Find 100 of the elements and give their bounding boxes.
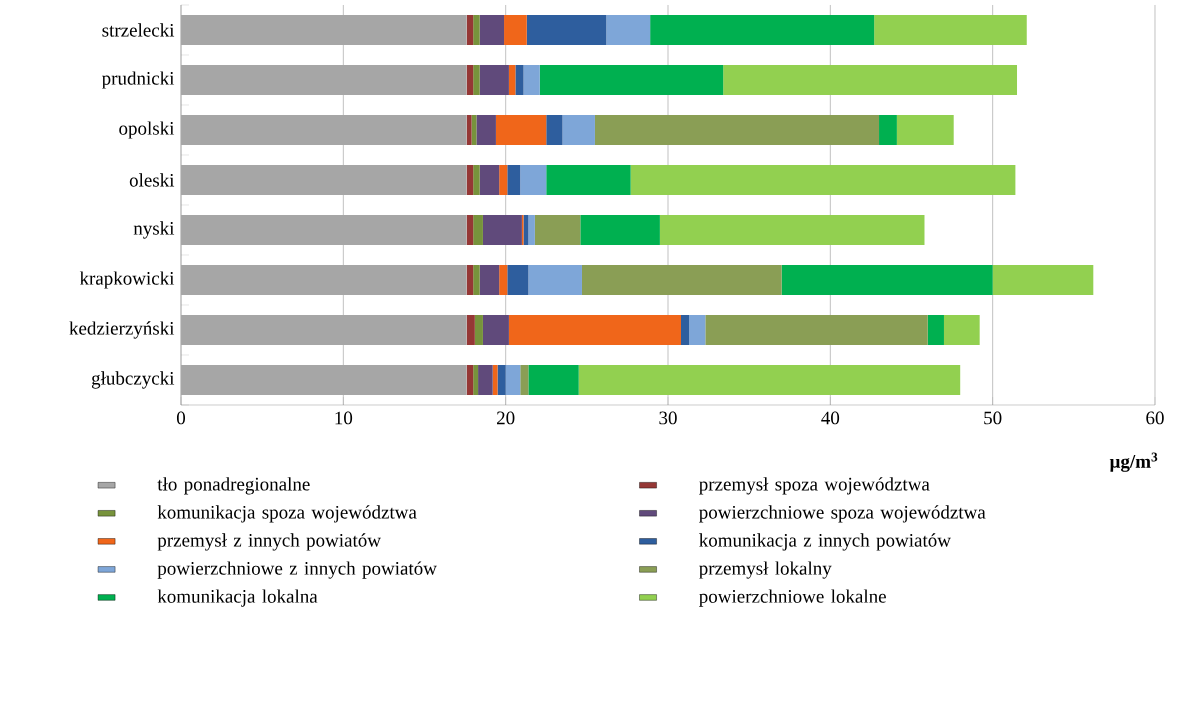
x-tick-label: 0 <box>176 411 186 425</box>
y-tick-label: głubczycki <box>91 371 175 389</box>
bar <box>466 165 474 195</box>
bar <box>534 214 581 245</box>
bar <box>466 15 474 45</box>
bar <box>659 214 925 245</box>
bar <box>539 65 724 95</box>
bar <box>528 265 582 295</box>
y-tick-label: kedzierzyński <box>69 321 175 339</box>
legend-label: powierzchniowe z innych powiatów <box>157 561 437 579</box>
bar <box>473 165 480 195</box>
bar <box>479 265 500 295</box>
legend-label: powierzchniowe spoza województwa <box>699 505 986 523</box>
x-tick-label: 60 <box>1146 411 1164 425</box>
bar <box>580 214 660 245</box>
bar <box>927 315 944 345</box>
bar <box>546 165 631 195</box>
bar <box>874 15 1027 45</box>
x-tick-label: 10 <box>335 411 353 425</box>
bar <box>473 214 483 245</box>
bar <box>181 265 467 295</box>
bar <box>466 265 474 295</box>
bar <box>181 15 467 45</box>
bar <box>466 65 474 95</box>
bar <box>473 65 480 95</box>
bar <box>499 265 508 295</box>
bar <box>943 315 980 345</box>
bar <box>528 364 579 395</box>
x-tick-label: 40 <box>821 411 840 425</box>
bar <box>504 15 527 45</box>
y-tick-label: oleski <box>129 173 175 187</box>
x-tick-label: 20 <box>497 411 515 425</box>
y-tick-label: nyski <box>133 221 175 239</box>
bar <box>705 315 928 345</box>
y-tick-label: prudnicki <box>101 71 175 89</box>
bar <box>781 265 993 295</box>
bar <box>479 15 505 45</box>
bar <box>630 165 1016 195</box>
bar <box>497 364 506 395</box>
bar <box>515 65 524 95</box>
bar <box>495 115 547 145</box>
bar <box>181 364 467 395</box>
bar <box>723 65 1018 95</box>
legend-label: komunikacja lokalna <box>157 589 318 607</box>
bar <box>466 364 474 395</box>
bar <box>466 115 472 145</box>
bar <box>479 65 509 95</box>
bar <box>992 265 1094 295</box>
legend-label: przemysł z innych powiatów <box>157 533 381 551</box>
bar <box>181 165 467 195</box>
bar <box>606 15 651 45</box>
bar <box>508 315 681 345</box>
y-tick-label: krapkowicki <box>79 271 175 289</box>
bar <box>181 115 467 145</box>
bar <box>594 115 880 145</box>
bar <box>482 214 522 245</box>
bar <box>523 65 540 95</box>
bar <box>546 115 563 145</box>
bar <box>526 15 607 45</box>
legend-label: komunikacja z innych powiatów <box>699 533 951 551</box>
bar <box>499 165 508 195</box>
bar <box>492 364 498 395</box>
bar <box>650 15 875 45</box>
bar <box>479 165 500 195</box>
bar <box>578 364 961 395</box>
bar <box>689 315 706 345</box>
bar <box>680 315 690 345</box>
bar <box>507 265 529 295</box>
bar <box>181 315 467 345</box>
bar <box>520 364 529 395</box>
bar <box>879 115 897 145</box>
legend-label: tło ponadregionalne <box>157 477 310 495</box>
bar <box>466 315 475 345</box>
bar <box>508 65 516 95</box>
bar <box>473 265 480 295</box>
bar <box>466 214 474 245</box>
bar <box>562 115 595 145</box>
bar <box>478 364 493 395</box>
bar <box>181 214 467 245</box>
y-tick-label: strzelecki <box>102 23 175 37</box>
x-axis-title: µg/m$^{3}$ <box>1109 452 1158 472</box>
bar <box>528 214 535 245</box>
bar <box>474 315 483 345</box>
x-tick-label: 30 <box>659 411 677 425</box>
bar <box>476 115 496 145</box>
bar <box>473 15 480 45</box>
bar <box>507 165 521 195</box>
bar <box>520 165 547 195</box>
bar <box>181 65 467 95</box>
legend-label: przemysł spoza województwa <box>699 477 930 495</box>
bar <box>473 364 479 395</box>
x-tick-label: 50 <box>984 411 1002 425</box>
bar <box>896 115 954 145</box>
legend-label: komunikacja spoza województwa <box>157 505 417 523</box>
legend-label: przemysł lokalny <box>699 561 832 579</box>
bar <box>482 315 509 345</box>
legend-label: powierzchniowe lokalne <box>699 589 886 607</box>
bar <box>505 364 521 395</box>
bar <box>581 265 782 295</box>
y-tick-label: opolski <box>119 121 175 139</box>
